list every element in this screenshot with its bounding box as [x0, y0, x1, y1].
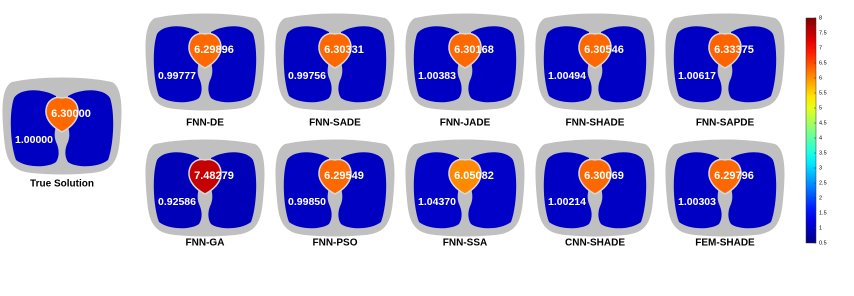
heart-value: 6.05082 — [454, 170, 494, 182]
heart-value: 6.30069 — [584, 170, 624, 182]
lung-value: 0.99777 — [158, 70, 196, 82]
panel: 6.30000 1.00000 — [2, 77, 122, 175]
panel-label: FEM-SHADE — [695, 238, 755, 249]
panel: 6.33375 1.00617 — [665, 13, 785, 111]
colorbar-tick-label: 1.5 — [819, 210, 827, 216]
colorbar-tick-label: 7.5 — [819, 30, 827, 36]
colorbar-tick-label: 6.5 — [819, 60, 827, 66]
colorbar-tick-label: 2 — [819, 195, 822, 201]
colorbar-tick-label: 2.5 — [819, 180, 827, 186]
heart — [188, 32, 222, 69]
panel-label: FNN-SAPDE — [696, 118, 755, 129]
panel: 6.30331 0.99756 — [275, 13, 395, 111]
panel-label: True Solution — [30, 179, 94, 190]
panel: 6.30546 1.00494 — [535, 13, 655, 111]
lung-value: 1.00000 — [15, 134, 53, 146]
heart — [318, 158, 352, 195]
heart-value: 6.29549 — [324, 170, 364, 182]
colorbar-tick-label: 5.5 — [819, 90, 827, 96]
lung-value: 1.00303 — [678, 196, 716, 208]
panel: 6.29549 0.99850 — [275, 139, 395, 237]
colorbar-tick-label: 8 — [819, 15, 822, 21]
colorbar — [805, 17, 817, 244]
heart — [448, 158, 482, 195]
colorbar-tick-label: 1 — [819, 225, 822, 231]
panel-label: FNN-PSO — [313, 238, 358, 249]
heart-value: 6.33375 — [714, 44, 754, 56]
heart-value: 6.30331 — [324, 44, 364, 56]
heart — [708, 32, 742, 69]
lung-value: 0.99756 — [288, 70, 326, 82]
lung-value: 1.00383 — [418, 70, 456, 82]
panel: 6.29796 1.00303 — [665, 139, 785, 237]
heart-value: 6.29796 — [714, 170, 754, 182]
panel: 6.30069 1.00214 — [535, 139, 655, 237]
panel-label: FNN-GA — [186, 238, 225, 249]
panel: 6.30168 1.00383 — [405, 13, 525, 111]
colorbar-tick-label: 4.5 — [819, 120, 827, 126]
lung-value: 0.99850 — [288, 196, 326, 208]
colorbar-tick-label: 4 — [819, 135, 822, 141]
heart — [318, 32, 352, 69]
colorbar-tick-label: 0.5 — [819, 240, 827, 246]
lung-value: 0.92586 — [158, 196, 196, 208]
colorbar-tick-label: 3 — [819, 165, 822, 171]
heart-value: 6.30000 — [51, 108, 91, 120]
heart — [448, 32, 482, 69]
heart — [708, 158, 742, 195]
heart-value: 7.48279 — [194, 170, 234, 182]
panel: 7.48279 0.92586 — [145, 139, 265, 237]
heart — [45, 96, 79, 133]
lung-value: 1.00214 — [548, 196, 586, 208]
colorbar-tick-label: 5 — [819, 105, 822, 111]
heart — [578, 32, 612, 69]
panel-label: FNN-JADE — [440, 118, 491, 129]
colorbar-tick-label: 3.5 — [819, 150, 827, 156]
panel-label: FNN-SADE — [309, 118, 361, 129]
colorbar-tick-label: 6 — [819, 75, 822, 81]
panel-label: FNN-SSA — [443, 238, 487, 249]
heart-value: 6.29896 — [194, 44, 234, 56]
colorbar-tick-label: 7 — [819, 45, 822, 51]
panel-label: FNN-DE — [186, 118, 224, 129]
heart-value: 6.30168 — [454, 44, 494, 56]
panel: 6.29896 0.99777 — [145, 13, 265, 111]
heart-value: 6.30546 — [584, 44, 624, 56]
lung-value: 1.00617 — [678, 70, 716, 82]
heart — [188, 158, 222, 195]
panel: 6.05082 1.04370 — [405, 139, 525, 237]
lung-value: 1.00494 — [548, 70, 586, 82]
panel-label: CNN-SHADE — [565, 238, 625, 249]
panel-label: FNN-SHADE — [566, 118, 625, 129]
lung-value: 1.04370 — [418, 196, 456, 208]
heart — [578, 158, 612, 195]
